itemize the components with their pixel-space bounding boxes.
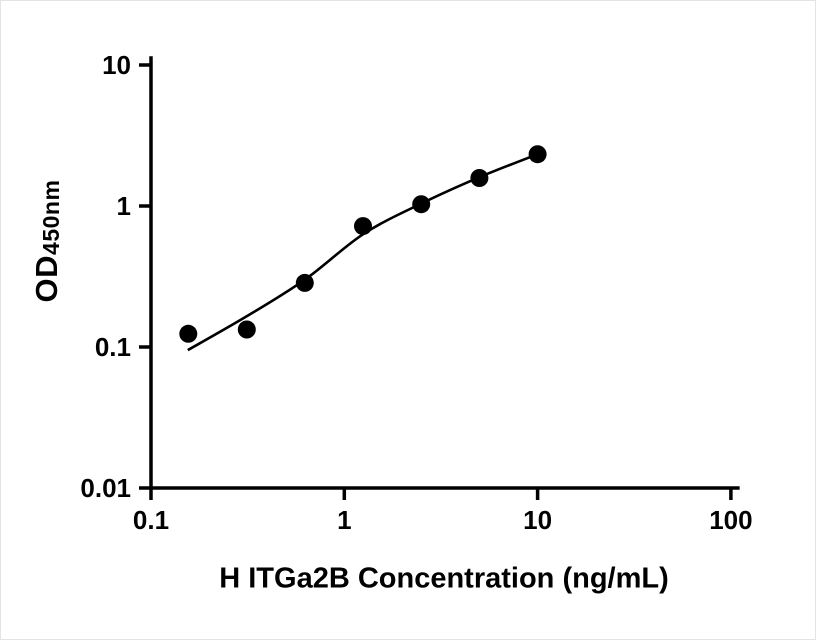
y-axis-title: OD450nm: [29, 180, 65, 303]
x-tick-label: 1: [337, 505, 351, 535]
y-tick-label: 0.01: [80, 473, 131, 503]
y-tick-label: 10: [102, 50, 131, 80]
data-point: [354, 217, 372, 236]
data-point: [179, 324, 198, 343]
data-point: [237, 320, 256, 339]
y-axis-title-sub: 450nm: [38, 179, 64, 255]
x-axis-title: H ITGa2B Concentration (ng/mL): [219, 562, 669, 595]
y-tick-label: 0.1: [95, 332, 131, 362]
y-tick-label: 1: [117, 191, 131, 221]
axis-lines: [149, 56, 740, 490]
data-point: [470, 169, 489, 187]
data-point: [295, 273, 314, 292]
x-tick-label: 0.1: [133, 505, 169, 535]
data-point: [528, 145, 547, 164]
x-tick-label: 10: [523, 505, 552, 535]
data-point: [412, 195, 431, 214]
y-axis-title-main: OD: [29, 254, 64, 303]
x-tick-label: 100: [709, 505, 752, 535]
